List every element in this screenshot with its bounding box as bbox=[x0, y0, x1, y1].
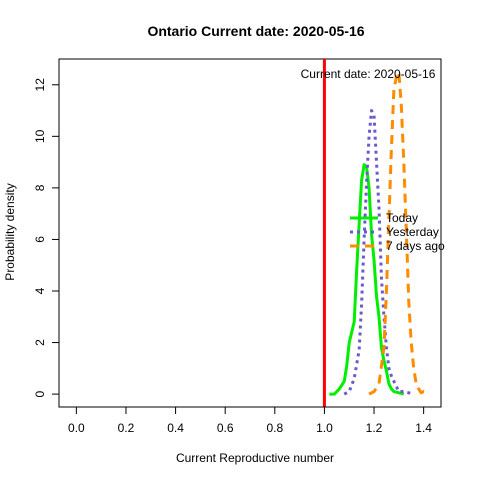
x-tick-label: 0.0 bbox=[68, 421, 85, 435]
x-axis: 0.0 0.2 0.4 0.6 0.8 1.0 1.2 1.4 bbox=[68, 406, 432, 435]
x-tick-label: 1.2 bbox=[366, 421, 383, 435]
x-tick-label: 1.4 bbox=[415, 421, 432, 435]
series-line-yesterday bbox=[343, 109, 415, 396]
x-tick-label: 0.4 bbox=[167, 421, 184, 435]
x-tick-label: 0.2 bbox=[118, 421, 135, 435]
y-tick-label: 2 bbox=[33, 339, 47, 346]
x-tick-label: 0.8 bbox=[266, 421, 283, 435]
legend-label: Yesterday bbox=[386, 225, 439, 239]
series-line-today bbox=[329, 163, 405, 396]
x-tick-label: 1.0 bbox=[316, 421, 333, 435]
series-layer bbox=[329, 70, 430, 396]
legend-label: Today bbox=[386, 211, 418, 225]
x-axis-label: Current Reproductive number bbox=[176, 451, 334, 465]
chart-title: Ontario Current date: 2020-05-16 bbox=[147, 23, 364, 39]
y-tick-label: 0 bbox=[33, 390, 47, 397]
series-line-7-days-ago bbox=[368, 70, 430, 396]
y-tick-label: 4 bbox=[33, 287, 47, 294]
y-axis-label: Probability density bbox=[3, 183, 17, 280]
y-tick-label: 10 bbox=[33, 129, 47, 143]
y-tick-label: 8 bbox=[33, 184, 47, 191]
current-date-annotation: Current date: 2020-05-16 bbox=[301, 67, 436, 81]
y-tick-label: 6 bbox=[33, 236, 47, 243]
y-axis: 0 2 4 6 8 10 12 bbox=[33, 78, 60, 397]
x-tick-label: 0.6 bbox=[217, 421, 234, 435]
y-tick-label: 12 bbox=[33, 78, 47, 92]
legend-label: 7 days ago bbox=[386, 239, 445, 253]
